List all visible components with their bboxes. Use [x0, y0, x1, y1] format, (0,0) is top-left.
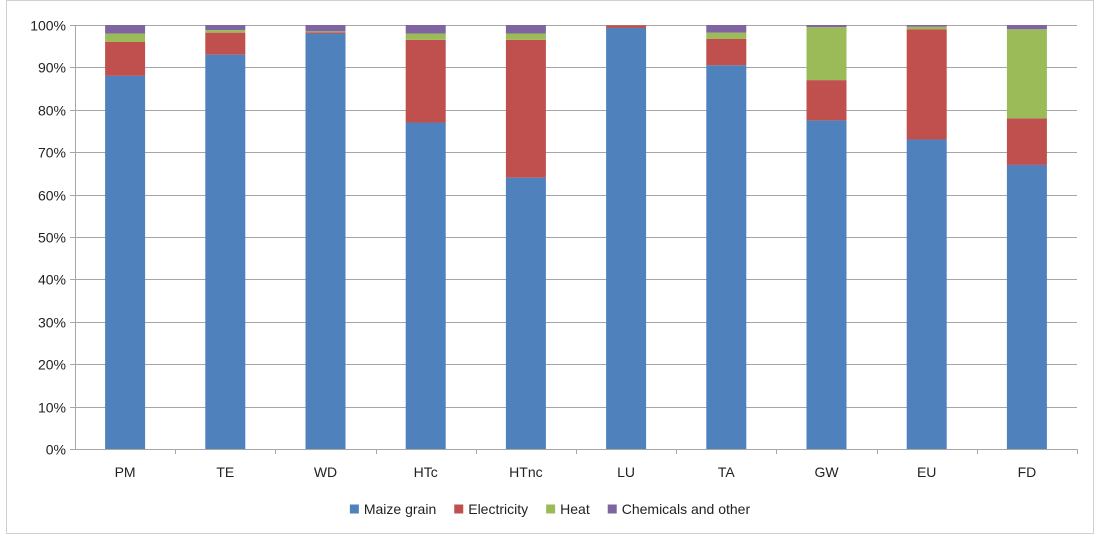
bar-segment-heat — [906, 26, 947, 30]
legend-label-heat: Heat — [560, 501, 590, 517]
x-tick-label: HTnc — [509, 464, 542, 480]
x-tick-label: HTc — [414, 464, 438, 480]
y-tick-label: 40% — [38, 272, 66, 288]
y-tick-label: 0% — [46, 442, 66, 458]
bar-segment-maize-grain — [205, 54, 246, 450]
x-tick-label: WD — [314, 464, 337, 480]
bar-segment-maize-grain — [505, 177, 546, 449]
y-tick-label: 30% — [38, 315, 66, 331]
bar-segment-chemicals-and-other — [405, 25, 446, 34]
bar-segment-heat — [305, 31, 346, 33]
axes: 0% 10% 20% 30% 40% 50% 60% 70% 80% 90% 100% PM TE WD H… — [30, 18, 1078, 480]
y-tick-label: 70% — [38, 145, 66, 161]
bar-segment-chemicals-and-other — [305, 25, 346, 32]
bar-segment-heat — [806, 27, 847, 81]
legend-label-maize-grain: Maize grain — [364, 501, 436, 517]
bar-segment-electricity — [906, 29, 947, 140]
bar-segment-electricity — [105, 41, 146, 76]
bar-segment-heat — [205, 30, 246, 33]
y-tick-label: 80% — [38, 103, 66, 119]
y-tick-label: 60% — [38, 188, 66, 204]
bar-segment-maize-grain — [105, 75, 146, 449]
bar-segment-chemicals-and-other — [906, 25, 947, 27]
legend-swatch-heat — [546, 504, 556, 514]
bar-segment-chemicals-and-other — [1006, 25, 1047, 30]
y-tick-label: 50% — [38, 230, 66, 246]
x-tick-label: FD — [1018, 464, 1037, 480]
bar-segment-heat — [505, 33, 546, 40]
bar-segment-chemicals-and-other — [806, 25, 847, 28]
bars — [105, 25, 1047, 450]
bar-segment-electricity — [606, 25, 647, 28]
x-tick-label: EU — [917, 464, 936, 480]
x-tick-label: LU — [617, 464, 635, 480]
bar-segment-chemicals-and-other — [205, 25, 246, 31]
x-tick-label: GW — [814, 464, 839, 480]
y-tick-label: 20% — [38, 357, 66, 373]
bar-segment-electricity — [706, 38, 747, 66]
y-tick-label: 90% — [38, 60, 66, 76]
y-tick-label: 100% — [30, 18, 66, 34]
bar-segment-heat — [706, 32, 747, 39]
bar-segment-electricity — [806, 80, 847, 121]
bar-segment-maize-grain — [405, 122, 446, 450]
bar-segment-electricity — [205, 32, 246, 55]
bar-segment-heat — [1006, 29, 1047, 119]
bar-segment-chemicals-and-other — [105, 25, 146, 34]
bar-segment-maize-grain — [305, 33, 346, 449]
bar-segment-maize-grain — [906, 139, 947, 450]
bar-segment-electricity — [405, 39, 446, 123]
x-tick-label: TA — [718, 464, 736, 480]
y-tick-label: 10% — [38, 400, 66, 416]
legend-label-chemicals-and-other: Chemicals and other — [622, 501, 751, 517]
legend-swatch-chemicals-and-other — [607, 504, 617, 514]
legend-swatch-maize-grain — [349, 504, 359, 514]
x-tick-label: TE — [216, 464, 234, 480]
bar-segment-heat — [105, 33, 146, 42]
x-tick-label: PM — [115, 464, 136, 480]
bar-segment-electricity — [505, 39, 546, 178]
bar-segment-chemicals-and-other — [706, 25, 747, 33]
bar-segment-chemicals-and-other — [505, 25, 546, 34]
bar-segment-heat — [405, 33, 446, 40]
bar-segment-maize-grain — [706, 65, 747, 449]
legend: Maize grain Electricity Heat Chemicals and … — [349, 501, 751, 517]
legend-label-electricity: Electricity — [468, 501, 528, 517]
bar-segment-maize-grain — [1006, 164, 1047, 450]
bar-segment-maize-grain — [806, 120, 847, 450]
legend-swatch-electricity — [454, 504, 464, 514]
bar-segment-maize-grain — [606, 27, 647, 450]
bar-segment-electricity — [305, 32, 346, 34]
bar-segment-electricity — [1006, 118, 1047, 165]
